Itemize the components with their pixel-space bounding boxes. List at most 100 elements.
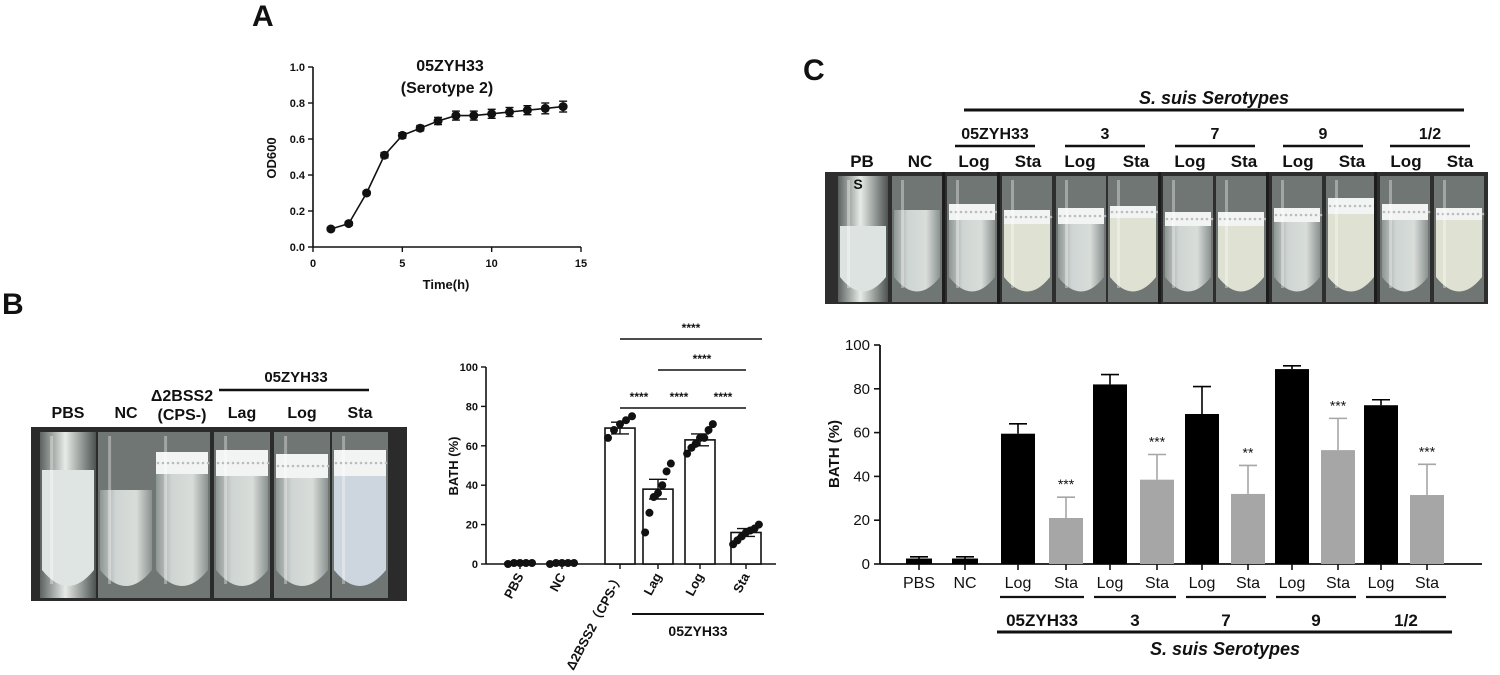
tube-foam-bubble <box>261 461 265 465</box>
tube-foam-bubble <box>1180 217 1184 221</box>
tube-foam-bubble <box>1098 214 1102 218</box>
tube-foam-bubble <box>1170 217 1174 221</box>
growth-series <box>326 100 568 234</box>
growth-data-point <box>362 188 372 198</box>
photo-c-tube-label: PB <box>850 152 874 171</box>
b-bar <box>642 488 674 565</box>
tube-foam-bubble <box>384 461 388 465</box>
tube-foam-bubble <box>1461 212 1465 216</box>
tube-foam-bubble <box>1019 215 1023 219</box>
c-group-name: 3 <box>1130 611 1139 630</box>
tube-foam-bubble <box>296 464 300 468</box>
c-x-tick-label: PBS <box>903 575 935 592</box>
tube-liquid <box>949 220 995 292</box>
c-bar <box>1049 518 1083 564</box>
c-x-tick-label: Sta <box>1054 575 1078 592</box>
b-data-point <box>622 416 630 425</box>
c-significance-label: *** <box>1149 434 1166 450</box>
tube-foam-bubble <box>301 464 305 468</box>
tube-highlight <box>901 180 904 288</box>
tube-highlight <box>1225 180 1228 288</box>
c-group-name: 9 <box>1311 611 1320 630</box>
tube-foam-bubble <box>321 464 325 468</box>
tube-foam-bubble <box>1284 213 1288 217</box>
tube-foam-bubble <box>1068 214 1072 218</box>
tube-foam-bubble <box>1392 210 1396 214</box>
c-bar <box>1231 493 1265 564</box>
b-significance-label: **** <box>630 390 649 404</box>
growth-data-point <box>540 103 550 113</box>
tube-highlight <box>956 180 959 288</box>
tube-foam-bubble <box>964 210 968 214</box>
c-group-name: 1/2 <box>1394 611 1418 630</box>
photo-c-tube <box>892 176 942 302</box>
photo-b-tube-label-mutant: Δ2BSS2 <box>151 388 213 405</box>
tube-foam-bubble <box>256 461 260 465</box>
tube-foam-bubble <box>374 461 378 465</box>
b-data-point <box>558 559 566 568</box>
tube-liquid <box>1058 224 1104 292</box>
growth-y-axis-label: OD600 <box>264 137 279 178</box>
c-y-tick-label: 20 <box>853 512 870 529</box>
photo-b-tube-label-lag: Lag <box>228 405 256 422</box>
tube-foam-bubble <box>954 210 958 214</box>
growth-axes: 0.0 0.2 0.4 0.6 0.8 1.0 0 5 10 15 <box>290 62 587 270</box>
tube-foam-bubble <box>311 464 315 468</box>
tube-foam-bubble <box>354 461 358 465</box>
photo-c-separator <box>997 172 1000 304</box>
b-data-point <box>666 459 675 468</box>
b-data-point <box>754 520 763 529</box>
photo-c-tube <box>1163 176 1214 302</box>
tube-foam-bubble <box>1412 210 1416 214</box>
photo-c-group-label: 1/2 <box>1419 126 1441 143</box>
b-data-point <box>570 559 578 568</box>
tube-foam-bubble <box>1422 210 1426 214</box>
photo-c-tube-label: NC <box>908 152 933 171</box>
tube-foam-bubble <box>216 461 220 465</box>
tube-foam-bubble <box>1363 204 1367 208</box>
tube-liquid <box>276 478 328 586</box>
c-group-name: 05ZYH33 <box>1006 611 1078 630</box>
tube-foam-bubble <box>316 464 320 468</box>
tube-foam-bubble <box>1024 215 1028 219</box>
photo-c-tube <box>1326 176 1377 302</box>
tube-liquid <box>1165 226 1211 292</box>
b-data-point <box>658 481 667 490</box>
growth-data-point <box>344 219 354 229</box>
tube-foam-bubble <box>359 461 363 465</box>
c-bar <box>1001 433 1035 564</box>
tube-foam-bubble <box>369 461 373 465</box>
b-significance-label: **** <box>714 390 733 404</box>
tube-foam-bubble <box>1120 210 1124 214</box>
tube-foam-bubble <box>166 461 170 465</box>
photo-b-tube <box>98 432 154 598</box>
growth-data-point <box>487 109 497 119</box>
tube-highlight <box>50 436 54 584</box>
tube-highlight <box>1335 180 1338 288</box>
photo-c-tube <box>1272 176 1323 302</box>
photo-c-tube-label: Sta <box>1447 152 1474 171</box>
c-bar <box>1321 450 1355 564</box>
tube-foam-bubble <box>1319 213 1323 217</box>
tube-foam-bubble <box>1049 215 1053 219</box>
panel-label-b: B <box>2 288 24 321</box>
photo-c-tube-sublabel: S <box>853 176 862 192</box>
tube-foam-bubble <box>291 464 295 468</box>
c-bar <box>1410 495 1444 564</box>
b-y-tick-label: 80 <box>466 401 478 413</box>
growth-y-tick-label: 1.0 <box>290 62 305 74</box>
tube-foam-bubble <box>1243 217 1247 221</box>
tube-liquid <box>42 470 94 586</box>
tube-foam-bubble <box>1125 210 1129 214</box>
c-x-tick-label: Sta <box>1236 575 1260 592</box>
b-y-tick-label: 60 <box>466 441 478 453</box>
tube-foam-bubble <box>379 461 383 465</box>
b-bar <box>604 427 636 565</box>
tube-foam-bubble <box>251 461 255 465</box>
tube-foam-bubble <box>186 461 190 465</box>
photo-c-group-label: 9 <box>1319 126 1328 143</box>
c-y-tick-label: 40 <box>853 468 870 485</box>
tube-highlight <box>1172 180 1175 288</box>
tube-foam-bubble <box>1294 213 1298 217</box>
growth-x-tick-label: 5 <box>399 258 405 270</box>
